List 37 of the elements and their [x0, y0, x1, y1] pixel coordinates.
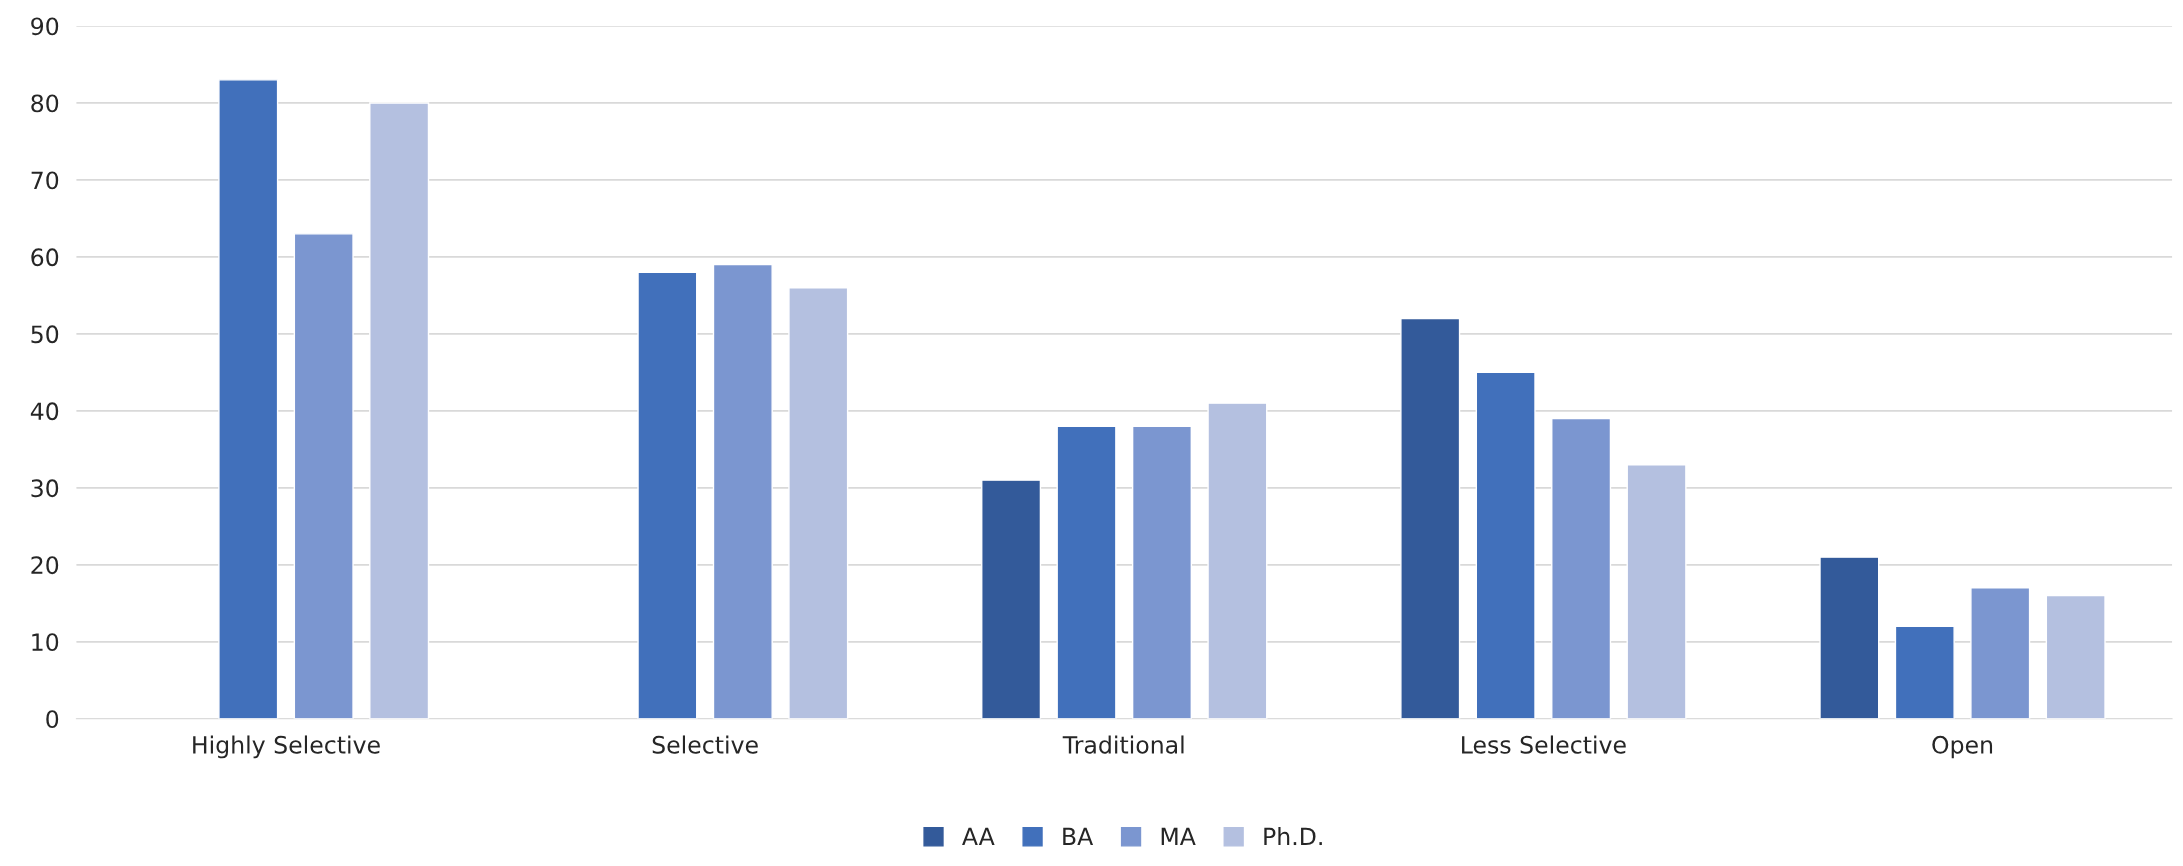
bar — [981, 479, 1042, 719]
legend-label: MA — [1161, 827, 1196, 846]
bar — [1551, 417, 1612, 719]
legend-label: AA — [962, 827, 995, 846]
y-tick-label: 90 — [31, 17, 59, 36]
y-tick-label: 60 — [31, 248, 59, 267]
y-tick-label: 30 — [31, 479, 59, 498]
legend-label: Ph.D. — [1264, 827, 1322, 846]
bar — [712, 263, 773, 719]
bar — [1475, 371, 1536, 719]
bar — [1131, 425, 1193, 719]
bar — [369, 102, 430, 719]
y-tick-label: 20 — [31, 556, 59, 575]
bar — [1626, 464, 1687, 719]
bar — [637, 271, 698, 719]
y-tick-label: 70 — [31, 171, 59, 190]
bar — [293, 233, 354, 719]
bar — [2045, 594, 2106, 719]
legend-label: BA — [1063, 827, 1094, 846]
bar — [1400, 317, 1461, 719]
bar — [1056, 425, 1117, 719]
x-tick-label: Open — [1932, 735, 1993, 759]
x-tick-label: Highly Selective — [193, 735, 380, 759]
y-tick-label: 10 — [32, 633, 59, 652]
y-tick-label: 50 — [31, 325, 59, 344]
bar — [788, 287, 849, 719]
bar — [1970, 587, 2031, 719]
y-tick-label: 40 — [30, 402, 59, 421]
x-tick-label: Traditional — [1062, 735, 1184, 754]
y-tick-label: 80 — [31, 94, 59, 113]
y-tick-label: 0 — [46, 710, 59, 729]
bar — [218, 79, 279, 719]
bar — [1207, 402, 1268, 719]
x-tick-label: Selective — [652, 735, 758, 754]
x-tick-label: Less Selective — [1462, 735, 1626, 754]
bar — [1819, 556, 1880, 719]
bar — [1894, 625, 1955, 719]
